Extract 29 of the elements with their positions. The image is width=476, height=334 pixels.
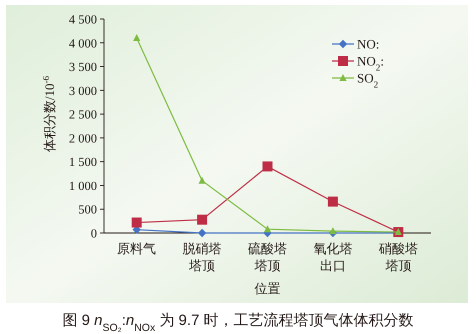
y-tick-label: 1 000 <box>68 178 97 193</box>
x-tick-label: 硫酸塔塔顶 <box>248 241 287 273</box>
legend-label: SO$_{2}$ <box>357 70 379 90</box>
y-tick-label: 2 500 <box>68 108 97 122</box>
x-tick-label: 硝酸塔塔顶 <box>378 241 418 273</box>
point <box>262 161 272 172</box>
point <box>198 176 206 184</box>
y-tick-label: 1 500 <box>68 155 97 170</box>
text: 图 9 n$_{SO₂}$:n$_{NOx}$ 为 9.7 时，工艺流程塔顶气体体积分数 <box>62 312 414 334</box>
y-tick-label: 2 000 <box>68 131 97 146</box>
x-tick-label: 脱硝塔塔顶 <box>182 241 222 273</box>
y-tick-label: 4 000 <box>68 36 97 50</box>
x-axis-title: 位置 <box>254 281 280 296</box>
point <box>132 218 142 228</box>
legend-label: NO: <box>357 36 380 52</box>
y-tick-label: 3 000 <box>68 84 97 98</box>
point <box>328 196 338 207</box>
legend-label: NO$_{2}$: <box>357 54 384 72</box>
point <box>133 34 140 42</box>
y-tick-label: 3 500 <box>68 60 97 74</box>
point <box>264 225 272 232</box>
point <box>198 228 206 238</box>
x-tick-label: 氧化塔出口 <box>313 241 352 273</box>
y-tick-label: 0 <box>90 226 97 240</box>
point <box>197 214 208 225</box>
y-tick-label: 4 500 <box>68 12 97 26</box>
y-tick-label: 500 <box>78 202 97 217</box>
x-tick-label: 原料气 <box>117 241 156 256</box>
point <box>329 227 336 234</box>
